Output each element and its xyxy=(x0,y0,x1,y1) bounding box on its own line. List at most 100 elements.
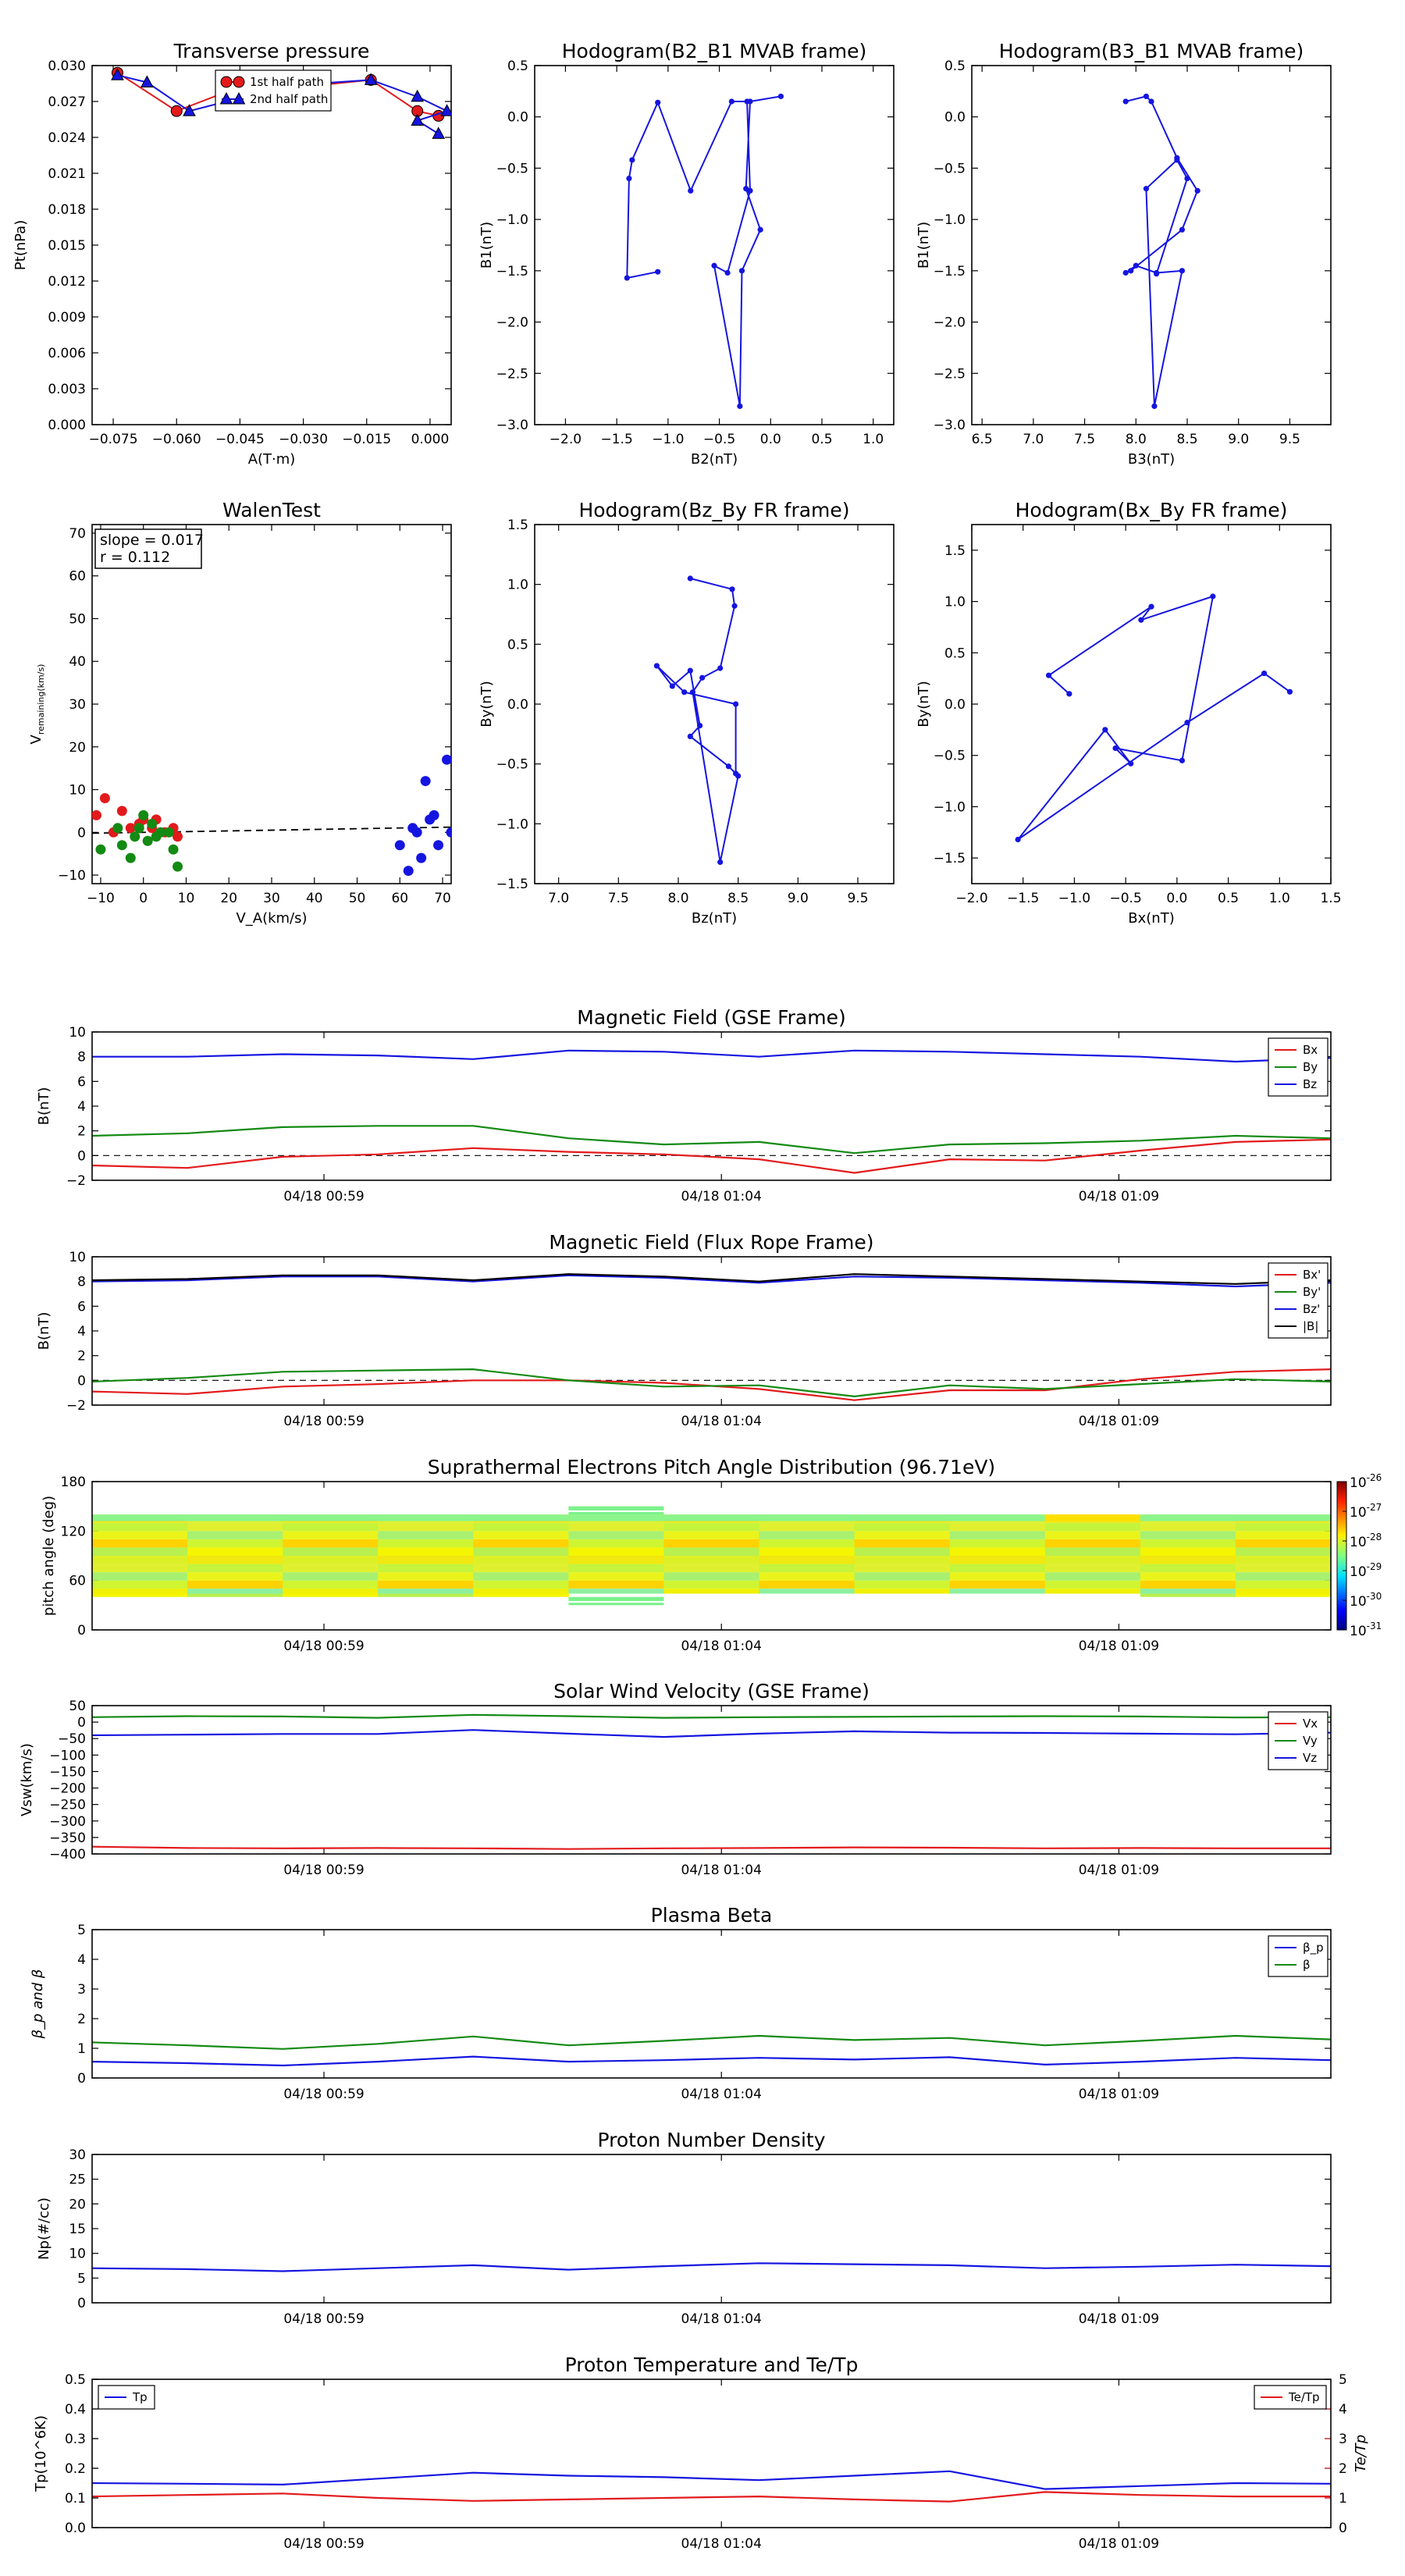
heatmap-cell xyxy=(1140,1580,1236,1589)
y-tick-label: 25 xyxy=(69,2172,86,2188)
y-tick-label: 0.0 xyxy=(944,110,966,126)
chart-pad: Suprathermal Electrons Pitch Angle Distr… xyxy=(41,1456,1382,1654)
legend-label-3: Bz' xyxy=(1303,1302,1320,1316)
y-tick-label: 0.012 xyxy=(48,274,86,290)
y-axis-label: By(nT) xyxy=(478,681,495,727)
y-tick-label: −0.5 xyxy=(934,749,966,764)
heatmap-cell xyxy=(92,1589,188,1594)
y-tick-label: 0.0 xyxy=(65,2521,86,2536)
colorbar-tick-exponent: -31 xyxy=(1367,1621,1382,1631)
data-point xyxy=(1143,93,1150,100)
colorbar-tick-exponent: -27 xyxy=(1367,1502,1382,1513)
series-line-Bz xyxy=(92,1049,1331,1063)
plot-area xyxy=(624,93,784,409)
y-tick-label: −250 xyxy=(49,1798,86,1813)
y-tick-label: 10 xyxy=(69,1250,86,1265)
x-tick-label: 40 xyxy=(306,891,323,906)
heatmap-cell xyxy=(568,1531,664,1539)
x-tick-label: 8.5 xyxy=(727,891,749,906)
data-point xyxy=(687,667,693,674)
y-tick-label: −2.0 xyxy=(496,315,528,331)
data-point xyxy=(1286,688,1293,695)
series-line-By xyxy=(92,1125,1331,1155)
data-point xyxy=(1138,617,1144,623)
heatmap-cell xyxy=(759,1514,855,1521)
y-tick-label: 0.000 xyxy=(48,418,86,433)
y-tick-label: −1.0 xyxy=(496,212,528,228)
chart-hodo_b3b1: Hodogram(B3_B1 MVAB frame) 6.5 7.0 7.5 8.0 8.… xyxy=(916,40,1332,468)
x-tick-label: 1.0 xyxy=(1269,891,1290,906)
x-tick-label: −1.0 xyxy=(1058,891,1090,906)
data-point xyxy=(1128,760,1134,767)
y-tick-label: 70 xyxy=(69,526,86,542)
y-tick-label: 4 xyxy=(77,1324,86,1340)
data-point xyxy=(170,105,183,117)
heatmap-cell xyxy=(759,1547,855,1556)
heatmap-cell xyxy=(473,1514,569,1521)
x-tick-label: 50 xyxy=(349,891,366,906)
heatmap-cell xyxy=(1044,1514,1141,1521)
scatter-point-green xyxy=(173,861,183,872)
data-point xyxy=(1128,268,1134,274)
colorbar-tick-label: 10-26 xyxy=(1350,1472,1382,1491)
x-tick-label: −0.045 xyxy=(215,432,265,447)
heatmap-cell xyxy=(568,1506,664,1510)
heatmap-cell xyxy=(949,1564,1046,1573)
plot-frame xyxy=(91,1705,1332,1855)
data-point xyxy=(669,683,675,689)
plot-frame xyxy=(91,1929,1332,2079)
plot-area xyxy=(92,1049,1331,1174)
scatter-point-green xyxy=(112,823,123,834)
data-point xyxy=(440,104,451,116)
y-tick-label: −2.0 xyxy=(934,315,966,331)
legend-label-4: |B| xyxy=(1303,1319,1318,1333)
x-axis-label: V_A(km/s) xyxy=(236,910,307,927)
plot-area xyxy=(92,2262,1331,2272)
heatmap-cell xyxy=(568,1514,664,1521)
heatmap-cell xyxy=(473,1531,569,1539)
y-tick-label: −1.5 xyxy=(496,877,528,892)
data-point xyxy=(699,674,706,681)
plot-area xyxy=(653,575,742,865)
colorbar-tick-base: 10 xyxy=(1350,1624,1367,1639)
series-line-Bx xyxy=(92,1138,1331,1174)
heatmap-cell xyxy=(1044,1564,1141,1573)
scatter-point-blue xyxy=(420,776,431,787)
x-tick-label: −0.5 xyxy=(1110,891,1142,906)
heatmap-cell xyxy=(759,1580,855,1589)
series-line-2 xyxy=(117,74,448,135)
heatmap-cell xyxy=(568,1589,664,1594)
chart-title: Magnetic Field (Flux Rope Frame) xyxy=(549,1231,873,1254)
heatmap-cell xyxy=(949,1547,1046,1556)
y-tick-label: 120 xyxy=(61,1524,86,1539)
time-tick-label: 04/18 01:04 xyxy=(681,2536,762,2552)
data-point xyxy=(1174,157,1180,163)
x-tick-label: −0.075 xyxy=(89,432,138,447)
chart-mag_fr: Magnetic Field (Flux Rope Frame) −2 0 2 4 6 8 1… xyxy=(36,1231,1332,1429)
heatmap-cell xyxy=(1140,1572,1236,1581)
heatmap-cell xyxy=(283,1522,379,1532)
y-tick-label: 40 xyxy=(69,654,86,670)
scatter-point-blue xyxy=(446,827,451,838)
x-tick-label: 8.0 xyxy=(1126,432,1147,447)
colorbar-tick-base: 10 xyxy=(1350,1505,1367,1521)
y-axis-label-right: Te/Tp xyxy=(1353,2435,1369,2472)
y-tick-label: 0.5 xyxy=(944,59,966,74)
scatter-point-green xyxy=(164,827,175,838)
series-line-Vx xyxy=(92,1845,1331,1850)
time-tick-label: 04/18 00:59 xyxy=(283,1863,364,1878)
y-axis-label: B(nT) xyxy=(36,1312,52,1350)
data-point xyxy=(1112,745,1119,752)
series-line-Te/Tp xyxy=(92,2491,1331,2503)
heatmap-cell xyxy=(473,1547,569,1556)
heatmap-cell xyxy=(663,1539,760,1548)
scatter-point-red xyxy=(92,809,101,820)
legend-label-2: Vy xyxy=(1303,1734,1318,1748)
scatter-point-red xyxy=(125,823,136,834)
heatmap-cell xyxy=(1235,1556,1331,1564)
legend-label-1: Tp xyxy=(132,2390,148,2404)
heatmap-cell xyxy=(854,1556,951,1564)
data-point xyxy=(1179,268,1186,274)
y-tick-label: −350 xyxy=(49,1831,86,1846)
legend-marker xyxy=(232,91,246,105)
